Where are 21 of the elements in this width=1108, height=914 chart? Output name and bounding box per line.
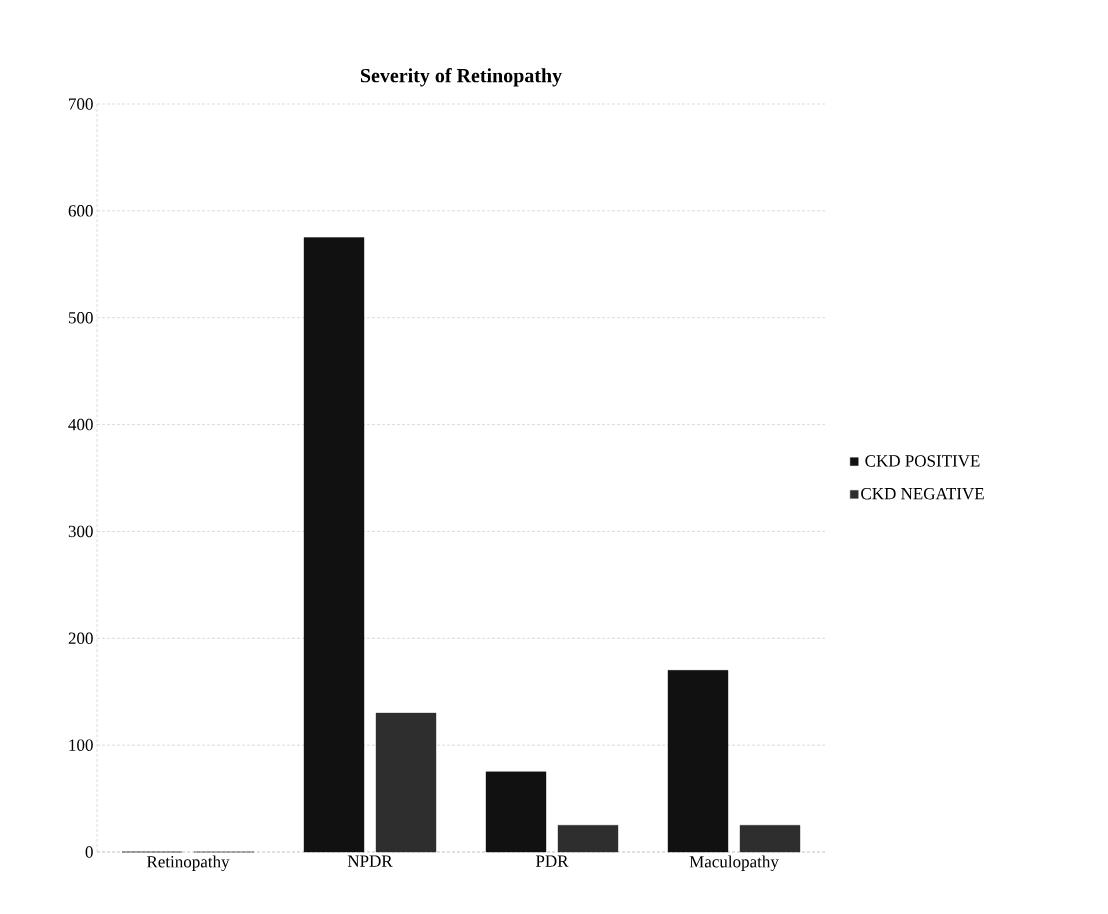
chart-title: Severity of Retinopathy [360,68,562,87]
y-tick-label: 500 [68,311,93,324]
legend-label: CKD NEGATIVE [861,488,984,500]
y-tick-label: 700 [69,98,93,110]
y-tick-label: 300 [68,525,93,538]
x-tick-label: Maculopathy [689,855,779,871]
y-tick-label: 400 [68,418,93,431]
x-tick-label: NPDR [347,855,393,867]
x-tick-label: PDR [535,855,569,867]
x-tick-label: Retinopathy [146,855,230,871]
y-tick-label: 200 [68,632,93,645]
y-tick-label: 600 [68,205,93,217]
bar [375,712,437,853]
y-tick-label: 100 [69,739,93,751]
bar [739,825,801,853]
bar [303,237,365,853]
y-tick-label: 0 [85,846,93,858]
bar [667,670,729,853]
bar [485,771,547,853]
legend-label: CKD POSITIVE [865,455,980,467]
bar [557,825,619,853]
